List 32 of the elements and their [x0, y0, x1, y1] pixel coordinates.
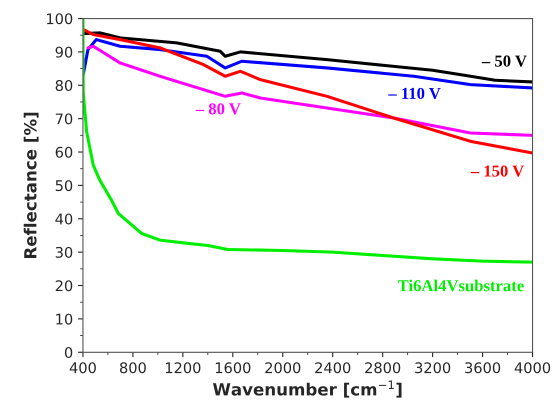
- x-tick-label: 2000: [265, 362, 300, 374]
- x-tick-label: 4000: [514, 362, 550, 374]
- y-tick-label: 80: [56, 80, 72, 92]
- x-tick-label: 1200: [166, 362, 200, 374]
- y-tick-label: 90: [56, 46, 72, 58]
- x-tick-label: 800: [120, 362, 146, 374]
- x-tick-label: 2800: [365, 362, 400, 374]
- y-tick-label: 50: [56, 180, 72, 192]
- x-tick-label: 2400: [315, 362, 350, 374]
- y-tick-label: 10: [56, 314, 72, 325]
- y-tick-label: 20: [56, 280, 72, 292]
- y-tick-label: 40: [55, 213, 72, 225]
- series-label: Ti6Al4Vsubstrate: [398, 280, 524, 292]
- x-tick-label: 3600: [465, 362, 500, 374]
- x-tick-label: 400: [70, 362, 96, 374]
- line-series: [82, 31, 533, 84]
- y-tick-label: 0: [64, 346, 72, 358]
- series-label: – 50 V: [482, 55, 527, 67]
- line-series: [82, 38, 533, 90]
- series-label: – 110 V: [388, 88, 441, 100]
- line-series: [82, 28, 533, 155]
- x-tick-label: 1600: [216, 362, 250, 374]
- x-axis-title: Wavenumber [cm$^{−1}$]: [212, 380, 402, 398]
- y-tick-label: 60: [56, 146, 72, 158]
- series-label: – 80 V: [196, 103, 241, 115]
- y-tick-label: 70: [56, 113, 72, 124]
- y-tick-label: 100: [46, 13, 72, 24]
- line-series: [86, 44, 533, 137]
- y-axis-title: Reflectance [%]: [24, 112, 39, 258]
- x-tick-label: 3200: [415, 362, 450, 374]
- series-label: – 150 V: [470, 165, 524, 177]
- y-tick-label: 30: [56, 246, 72, 258]
